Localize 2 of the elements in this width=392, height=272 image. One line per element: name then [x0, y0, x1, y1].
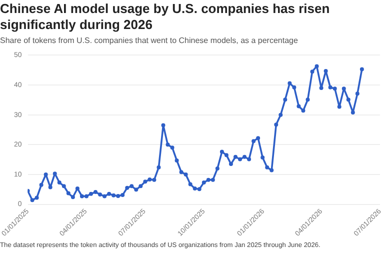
chart-subtitle: Share of tokens from U.S. companies that went to Chinese models, as a percentage	[0, 36, 299, 45]
chart-title: Chinese AI model usage by U.S. companies has risen significantly during 2026	[0, 0, 331, 33]
